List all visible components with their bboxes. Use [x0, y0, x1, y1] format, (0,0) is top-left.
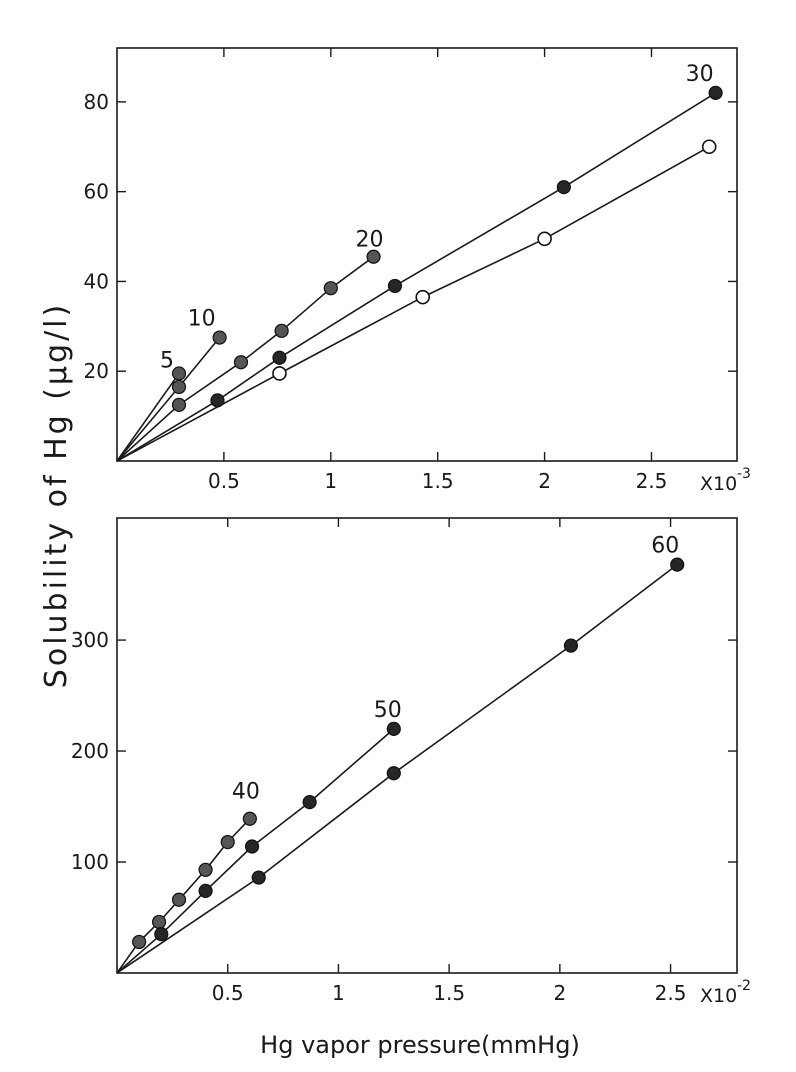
top-x-multiplier-base: X10 [700, 473, 737, 495]
top-x-multiplier: X10 -3 [700, 466, 751, 495]
bottom-x-tick-label: 1 [332, 981, 345, 1005]
top-chart-panel: 0.5 1 1.5 2 2.5 20 40 60 80 5 10 20 30 X10 -3 [84, 47, 751, 495]
top-y-ticks: 20 40 60 80 [84, 90, 737, 383]
top-data-point [701, 139, 717, 155]
top-y-tick-label: 40 [84, 269, 109, 293]
top-data-point [415, 289, 431, 305]
bottom-x-tick-label: 0.5 [212, 981, 244, 1005]
bottom-data-point [171, 892, 187, 907]
bottom-plot-frame [116, 517, 738, 974]
bottom-data-point [386, 721, 401, 736]
bottom-series-label: 60 [651, 534, 679, 559]
bottom-data-point [386, 766, 401, 781]
bottom-series-line [116, 728, 395, 974]
bottom-y-ticks: 100 200 300 [71, 628, 737, 874]
top-series-group: 5 10 20 30 [116, 62, 723, 462]
bottom-data-point [198, 883, 213, 898]
top-data-point [366, 249, 381, 264]
top-data-point [537, 231, 552, 247]
bottom-y-tick-label: 300 [71, 628, 109, 652]
top-series-line [116, 146, 710, 462]
bottom-data-point [198, 862, 213, 877]
top-data-point [233, 355, 249, 370]
top-data-point [212, 330, 227, 345]
top-series-line [116, 373, 180, 462]
bottom-series-label: 40 [232, 780, 260, 805]
top-data-point [556, 180, 571, 195]
bottom-data-point [242, 811, 257, 826]
bottom-data-point [251, 870, 266, 885]
top-y-tick-label: 60 [84, 180, 109, 204]
bottom-series-label: 50 [374, 698, 402, 723]
top-series-line [116, 92, 717, 462]
top-data-point [272, 350, 287, 365]
top-x-tick-label: 2.5 [636, 469, 668, 493]
top-series-label: 5 [160, 348, 174, 373]
bottom-y-tick-label: 100 [71, 850, 109, 874]
top-data-point [274, 323, 289, 338]
bottom-x-ticks: 0.5 1 1.5 2 2.5 [212, 518, 687, 1005]
bottom-x-tick-label: 1.5 [433, 981, 465, 1005]
top-data-point [171, 366, 187, 381]
top-x-tick-label: 1.5 [422, 469, 454, 493]
bottom-x-multiplier-exponent: -2 [737, 978, 751, 994]
top-data-point [171, 379, 187, 395]
bottom-x-tick-label: 2.5 [655, 981, 687, 1005]
top-data-point [171, 397, 187, 412]
bottom-x-multiplier: X10 -2 [700, 978, 751, 1007]
bottom-series-group: 40 50 60 [116, 534, 685, 974]
bottom-data-point [244, 839, 260, 854]
top-plot-frame [116, 47, 738, 462]
top-series-label: 30 [686, 62, 714, 87]
top-x-tick-label: 1 [324, 469, 337, 493]
bottom-data-point [670, 557, 685, 572]
bottom-data-point [220, 834, 235, 850]
bottom-y-tick-label: 200 [71, 739, 109, 763]
top-x-ticks: 0.5 1 1.5 2 2.5 [208, 48, 667, 493]
bottom-x-tick-label: 2 [553, 981, 566, 1005]
bottom-data-point [302, 794, 317, 810]
top-x-tick-label: 0.5 [208, 469, 240, 493]
x-axis-title: Hg vapor pressure(mmHg) [260, 1031, 580, 1059]
top-data-point [387, 278, 403, 294]
top-x-tick-label: 2 [538, 469, 551, 493]
top-data-point [708, 85, 723, 100]
top-data-point [323, 281, 338, 296]
bottom-data-point [151, 914, 167, 930]
top-x-multiplier-exponent: -3 [737, 466, 751, 482]
top-y-tick-label: 80 [84, 90, 109, 114]
top-series-label: 20 [356, 228, 384, 253]
bottom-x-multiplier-base: X10 [700, 985, 737, 1007]
top-series-label: 10 [188, 307, 216, 332]
top-series-line [116, 256, 375, 462]
top-y-tick-label: 20 [84, 359, 109, 383]
bottom-data-point [132, 934, 147, 950]
bottom-data-point [563, 638, 579, 653]
bottom-chart-panel: 0.5 1 1.5 2 2.5 100 200 300 40 50 60 X10 -2 Hg v… [71, 517, 751, 1059]
bottom-data-point [154, 927, 169, 942]
y-axis-title: Solubility of Hg (µg/l) [39, 302, 74, 688]
top-data-point [272, 366, 287, 381]
